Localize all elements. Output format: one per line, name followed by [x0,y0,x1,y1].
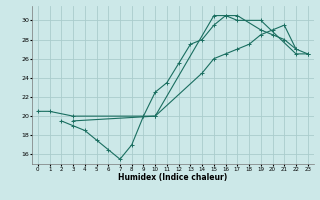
X-axis label: Humidex (Indice chaleur): Humidex (Indice chaleur) [118,173,228,182]
